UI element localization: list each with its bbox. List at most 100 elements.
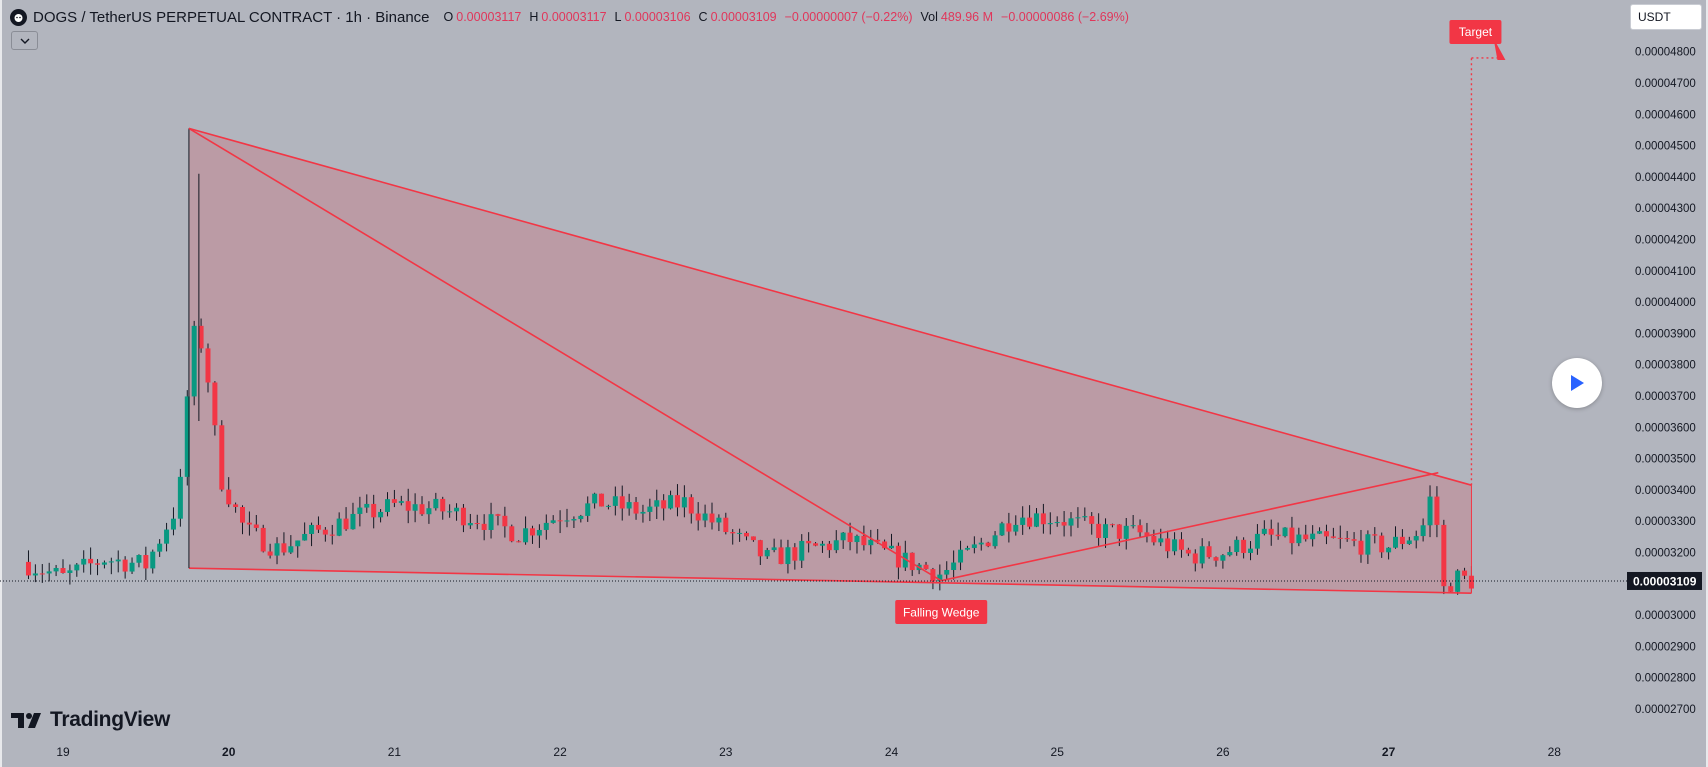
candle-body xyxy=(32,573,38,576)
candle-body xyxy=(626,502,632,509)
candle-body xyxy=(88,558,94,564)
play-button[interactable] xyxy=(1552,358,1602,408)
candle-body xyxy=(336,518,342,536)
candle-body xyxy=(1130,525,1136,527)
candle-body xyxy=(60,567,66,573)
symbol-description[interactable]: DOGS / TetherUS PERPETUAL CONTRACT · 1h … xyxy=(33,8,430,26)
candle-body xyxy=(364,503,370,508)
candle-body xyxy=(481,523,487,530)
candle-body xyxy=(253,524,259,528)
dogs-symbol-icon[interactable] xyxy=(10,8,27,26)
candle-body xyxy=(260,527,266,552)
y-tick-label: 0.00004700 xyxy=(1635,78,1696,90)
candle-body xyxy=(971,544,977,548)
candle-body xyxy=(157,543,163,552)
candle-body xyxy=(454,507,460,512)
candle-body xyxy=(633,502,639,514)
candle-body xyxy=(737,532,743,534)
candle-body xyxy=(1365,534,1371,555)
candle-body xyxy=(529,528,535,536)
brand-name: TradingView xyxy=(50,708,171,731)
candle-body xyxy=(757,540,763,557)
candle-body xyxy=(992,535,998,547)
collapse-legend-button[interactable] xyxy=(11,31,38,50)
candle-body xyxy=(447,511,453,513)
candle-body xyxy=(1261,528,1267,534)
y-tick-label: 0.00004100 xyxy=(1635,266,1696,278)
candle-body xyxy=(122,559,128,572)
candle-body xyxy=(302,533,308,541)
x-tick-label: 20 xyxy=(222,745,236,759)
candle-body xyxy=(1448,586,1454,592)
candle-body xyxy=(861,535,867,546)
candle-body xyxy=(750,536,756,541)
candle-body xyxy=(184,396,190,477)
candle-body xyxy=(840,532,846,541)
candle-body xyxy=(1393,536,1399,548)
candle-body xyxy=(164,529,170,544)
volume-value: 489.96 M xyxy=(940,10,994,24)
candle-body xyxy=(1137,525,1143,533)
candle-body xyxy=(1330,536,1336,538)
candle-body xyxy=(744,532,750,537)
candle-body xyxy=(695,513,701,521)
target-badge-pointer xyxy=(1493,38,1506,60)
candle-body xyxy=(1020,517,1026,525)
candle-body xyxy=(419,504,425,515)
x-tick-label: 27 xyxy=(1382,745,1396,759)
candle-body xyxy=(25,561,31,576)
y-tick-label: 0.00004400 xyxy=(1635,172,1696,184)
candle-body xyxy=(191,325,197,397)
candle-body xyxy=(295,540,301,547)
candle-body xyxy=(1185,549,1191,554)
candle-body xyxy=(1427,496,1433,526)
candle-body xyxy=(661,500,667,509)
candle-body xyxy=(1165,538,1171,552)
candle-body xyxy=(1275,534,1281,537)
candle-body xyxy=(792,547,798,561)
falling-wedge-badge[interactable] xyxy=(895,600,988,624)
candle-body xyxy=(1054,522,1060,524)
candle-body xyxy=(1227,552,1233,556)
candle-body xyxy=(516,541,522,543)
target-label: Target xyxy=(1459,25,1493,39)
y-tick-label: 0.00003000 xyxy=(1635,610,1696,622)
candle-body xyxy=(826,543,832,551)
candle-body xyxy=(1089,516,1095,524)
candle-body xyxy=(1289,527,1295,544)
candle-body xyxy=(964,547,970,550)
candle-body xyxy=(557,520,563,522)
candle-body xyxy=(799,540,805,561)
candle-body xyxy=(819,543,825,546)
target-badge[interactable] xyxy=(1449,20,1502,44)
x-tick-label: 28 xyxy=(1548,745,1562,759)
candle-body xyxy=(322,529,328,535)
candle-body xyxy=(412,504,418,511)
chart-header: DOGS / TetherUS PERPETUAL CONTRACT · 1h … xyxy=(10,7,1134,27)
candle-body xyxy=(1296,534,1302,544)
y-tick-label: 0.00003900 xyxy=(1635,328,1696,340)
x-tick-label: 24 xyxy=(885,745,899,759)
candle-body xyxy=(854,535,860,543)
candle-body xyxy=(1206,546,1212,558)
tradingview-logo-icon xyxy=(11,712,41,728)
tradingview-logo[interactable]: TradingView xyxy=(11,708,170,732)
y-tick-label: 0.00003500 xyxy=(1635,454,1696,466)
candle-body xyxy=(1455,570,1461,592)
candle-body xyxy=(170,518,176,530)
candle-body xyxy=(136,555,142,563)
candle-body xyxy=(536,529,542,536)
candle-body xyxy=(74,564,80,571)
currency-selector[interactable]: USDT xyxy=(1630,4,1702,30)
candle-body xyxy=(1268,528,1274,535)
candle-body xyxy=(895,545,901,568)
high-value: 0.00003117 xyxy=(541,10,607,24)
candle-body xyxy=(1406,540,1412,544)
chevron-down-icon xyxy=(20,38,29,44)
candle-body xyxy=(101,562,107,565)
candle-body xyxy=(1013,524,1019,532)
candle-body xyxy=(233,504,239,507)
candle-body xyxy=(1033,513,1039,527)
candle-body xyxy=(640,511,646,514)
